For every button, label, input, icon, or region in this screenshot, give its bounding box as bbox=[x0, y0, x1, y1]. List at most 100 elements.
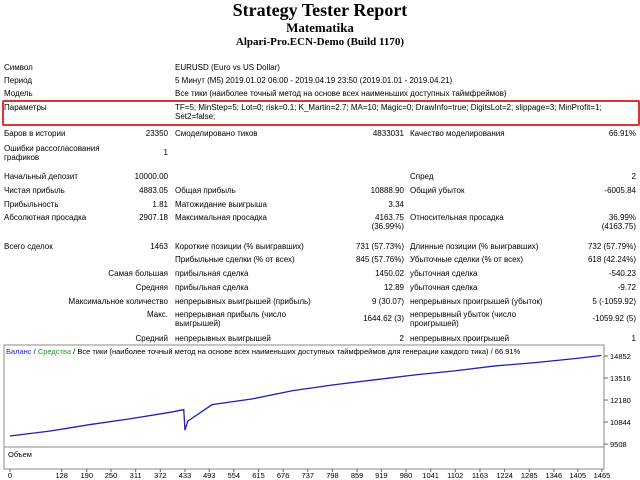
x-tick-label: 311 bbox=[130, 471, 142, 480]
cell-text: -1059.92 (5) bbox=[592, 314, 636, 323]
expert-name: Matematika bbox=[286, 20, 354, 35]
cell-text: Матожидание выигрыша bbox=[175, 200, 267, 209]
x-tick-label: 372 bbox=[154, 471, 167, 480]
cell-text: 4883.05 bbox=[139, 186, 168, 195]
cell-text: 66.91% bbox=[608, 129, 636, 138]
cell-text: -6005.84 bbox=[604, 186, 636, 195]
cell-text: Короткие позиции (% выигравших) bbox=[175, 242, 304, 251]
x-tick-label: 1041 bbox=[422, 471, 439, 480]
cell-text: Всего сделок bbox=[4, 242, 53, 251]
y-tick-label: 10844 bbox=[610, 418, 631, 427]
x-tick-label: 1224 bbox=[496, 471, 513, 480]
x-tick-label: 859 bbox=[351, 471, 364, 480]
cell-text: TF=5; MinStep=5; Lot=0; risk=0.1; K_Mart… bbox=[175, 103, 602, 112]
cell-text: Период bbox=[4, 76, 33, 85]
x-tick-label: 737 bbox=[302, 471, 315, 480]
x-tick-label: 1346 bbox=[546, 471, 563, 480]
legend: Баланс / Средства / Все тики (наиболее т… bbox=[6, 347, 521, 356]
y-tick-label: 14852 bbox=[610, 352, 631, 361]
cell-text: убыточная сделка bbox=[410, 269, 478, 278]
cell-text: 2907.18 bbox=[139, 213, 168, 222]
cell-text: непрерывная прибыль (число bbox=[175, 310, 287, 319]
cell-text: 9 (30.07) bbox=[371, 297, 404, 306]
cell-text: Смоделировано тиков bbox=[175, 129, 258, 138]
volume-frame bbox=[3, 446, 605, 470]
cell-text: Средний bbox=[135, 334, 168, 343]
x-tick-label: 1285 bbox=[521, 471, 538, 480]
cell-text: прибыльная сделка bbox=[175, 269, 249, 278]
legend-item: Все тики (наиболее точный метод на основ… bbox=[77, 347, 489, 356]
cell-text: проигрышей) bbox=[410, 319, 459, 328]
cell-text: непрерывный убыток (число bbox=[410, 310, 517, 319]
cell-text: Баров в истории bbox=[4, 129, 66, 138]
cell-text: Символ bbox=[4, 63, 33, 72]
cell-text: Общий убыток bbox=[410, 186, 465, 195]
cell-text: Абсолютная просадка bbox=[4, 213, 87, 222]
cell-text: Чистая прибыль bbox=[4, 186, 65, 195]
cell-text: 1 bbox=[631, 334, 636, 343]
legend-item: Средства bbox=[38, 347, 72, 356]
x-tick-label: 919 bbox=[375, 471, 388, 480]
cell-text: 2 bbox=[399, 334, 404, 343]
x-tick-label: 190 bbox=[81, 471, 94, 480]
cell-text: Длинные позиции (% выигравших) bbox=[410, 242, 539, 251]
cell-text: 732 (57.79%) bbox=[587, 242, 636, 251]
cell-text: непрерывных выигрышей (прибыль) bbox=[175, 297, 311, 306]
x-tick-label: 250 bbox=[105, 471, 118, 480]
x-tick-label: 798 bbox=[326, 471, 339, 480]
cell-text: Все тики (наиболее точный метод на основ… bbox=[175, 89, 507, 98]
cell-text: (4163.75) bbox=[601, 222, 636, 231]
x-tick-label: 493 bbox=[203, 471, 216, 480]
cell-text: 10000.00 bbox=[134, 172, 168, 181]
cell-text: Средняя bbox=[135, 283, 168, 292]
cell-text: 618 (42.24%) bbox=[587, 255, 636, 264]
balance-line bbox=[9, 354, 602, 437]
cell-text: Общая прибыль bbox=[175, 186, 236, 195]
cell-text: 4833031 bbox=[372, 129, 404, 138]
cell-text: Качество моделирования bbox=[410, 129, 505, 138]
server-name: Alpari-Pro.ECN-Demo (Build 1170) bbox=[235, 36, 405, 48]
cell-text: непрерывных проигрышей bbox=[410, 334, 510, 343]
cell-text: Прибыльные сделки (% от всех) bbox=[175, 255, 295, 264]
cell-text: 5 Минут (M5) 2019.01.02 06:00 - 2019.04.… bbox=[175, 76, 453, 85]
cell-text: 3.34 bbox=[388, 200, 404, 209]
cell-text: 1463 bbox=[150, 242, 168, 251]
cell-text: 1644.62 (3) bbox=[363, 314, 404, 323]
x-tick-label: 0 bbox=[8, 471, 12, 480]
x-tick-label: 980 bbox=[400, 471, 413, 480]
x-tick-label: 554 bbox=[228, 471, 241, 480]
cell-text: 12.89 bbox=[383, 283, 404, 292]
cell-text: Начальный депозит bbox=[4, 172, 78, 181]
cell-text: 36.99% bbox=[608, 213, 636, 222]
cell-text: убыточная сделка bbox=[410, 283, 478, 292]
cell-text: Самая большая bbox=[108, 269, 168, 278]
legend-item: Баланс bbox=[6, 347, 32, 356]
cell-text: Максимальное количество bbox=[68, 297, 168, 306]
separator: / bbox=[32, 347, 38, 356]
cell-text: 4163.75 bbox=[375, 213, 404, 222]
highlight-box bbox=[2, 100, 640, 126]
cell-text: -540.23 bbox=[608, 269, 636, 278]
cell-text: Максимальная просадка bbox=[175, 213, 267, 222]
y-tick-label: 9508 bbox=[610, 440, 627, 449]
x-tick-label: 128 bbox=[55, 471, 68, 480]
x-tick-label: 1163 bbox=[472, 471, 488, 480]
cell-text: Спред bbox=[410, 172, 434, 181]
cell-text: Относительная просадка bbox=[410, 213, 504, 222]
cell-text: прибыльная сделка bbox=[175, 283, 249, 292]
cell-text: 23350 bbox=[145, 129, 168, 138]
cell-text: 10888.90 bbox=[370, 186, 404, 195]
cell-text: Убыточные сделки (% от всех) bbox=[410, 255, 524, 264]
cell-text: 731 (57.73%) bbox=[355, 242, 404, 251]
cell-text: выигрышей) bbox=[175, 319, 221, 328]
cell-text: 845 (57.76%) bbox=[355, 255, 404, 264]
separator: / bbox=[489, 347, 495, 356]
cell-text: графиков bbox=[4, 153, 40, 162]
volume-label: Объем bbox=[8, 450, 32, 459]
legend-item: 66.91% bbox=[495, 347, 521, 356]
report-title: Strategy Tester Report bbox=[232, 0, 408, 20]
cell-text: Set2=false; bbox=[175, 112, 216, 121]
cell-text: (36.99%) bbox=[371, 222, 404, 231]
